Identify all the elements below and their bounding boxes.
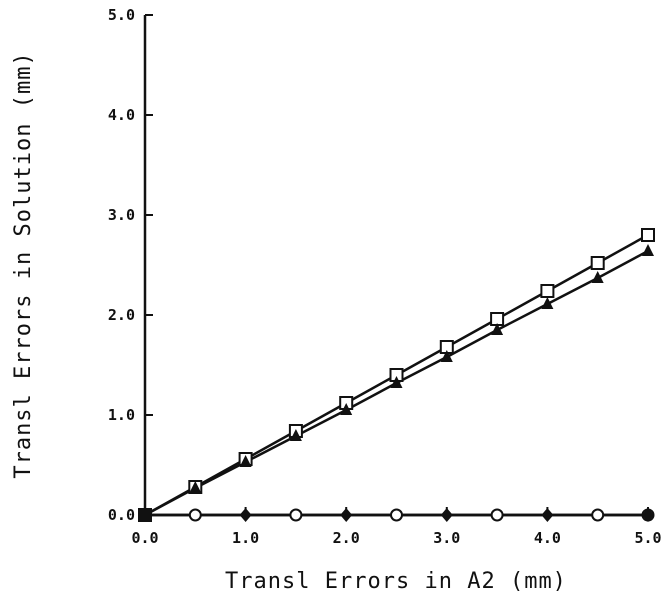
ticks: 0.0 1.0 2.0 3.0 4.0 5.0 0.0 1.0 2.0 3.0 4.0 5.0 (108, 6, 662, 547)
series-layer (138, 228, 655, 522)
triangle-marker (591, 271, 604, 283)
diamond-marker (239, 508, 252, 522)
y-tick-label: 0.0 (108, 506, 135, 524)
x-tick-label: 4.0 (534, 529, 561, 547)
triangle-marker (189, 481, 202, 493)
circle-marker (490, 508, 504, 522)
square-marker (641, 228, 655, 242)
circle-marker (390, 508, 403, 522)
square-marker (540, 284, 555, 298)
x-axis-title: Transl Errors in A2 (mm) (225, 569, 567, 594)
triangle-marker (642, 244, 654, 256)
x-tick-label: 0.0 (131, 529, 158, 547)
x-tick-label: 5.0 (634, 529, 661, 547)
y-tick-label: 4.0 (108, 106, 135, 124)
circle-marker (188, 508, 202, 522)
triangle-marker (340, 403, 353, 415)
triangle-marker (491, 323, 504, 335)
markers-diamond (239, 508, 654, 522)
x-tick-label: 3.0 (433, 529, 460, 547)
diamond-marker (340, 508, 353, 522)
triangle-marker (440, 350, 453, 362)
circle-marker (591, 508, 605, 522)
x-tick-label: 1.0 (232, 529, 259, 547)
y-tick-label: 3.0 (108, 206, 135, 224)
triangle-marker (239, 455, 252, 467)
x-tick-label: 2.0 (333, 529, 360, 547)
triangle-marker (289, 429, 302, 441)
markers-triangle (189, 244, 654, 493)
diamond-marker (440, 508, 453, 522)
square-marker (590, 256, 605, 270)
diamond-marker (642, 508, 654, 522)
y-tick-label: 1.0 (108, 406, 135, 424)
triangle-marker (541, 297, 554, 309)
circle-marker (289, 508, 303, 522)
y-tick-label: 2.0 (108, 306, 135, 324)
axes (143, 15, 648, 517)
diamond-marker (541, 508, 554, 522)
y-tick-label: 5.0 (108, 6, 135, 24)
triangle-marker (390, 376, 403, 388)
y-axis-title: Transl Errors in Solution (mm) (11, 51, 36, 478)
origin-marker (139, 509, 151, 521)
